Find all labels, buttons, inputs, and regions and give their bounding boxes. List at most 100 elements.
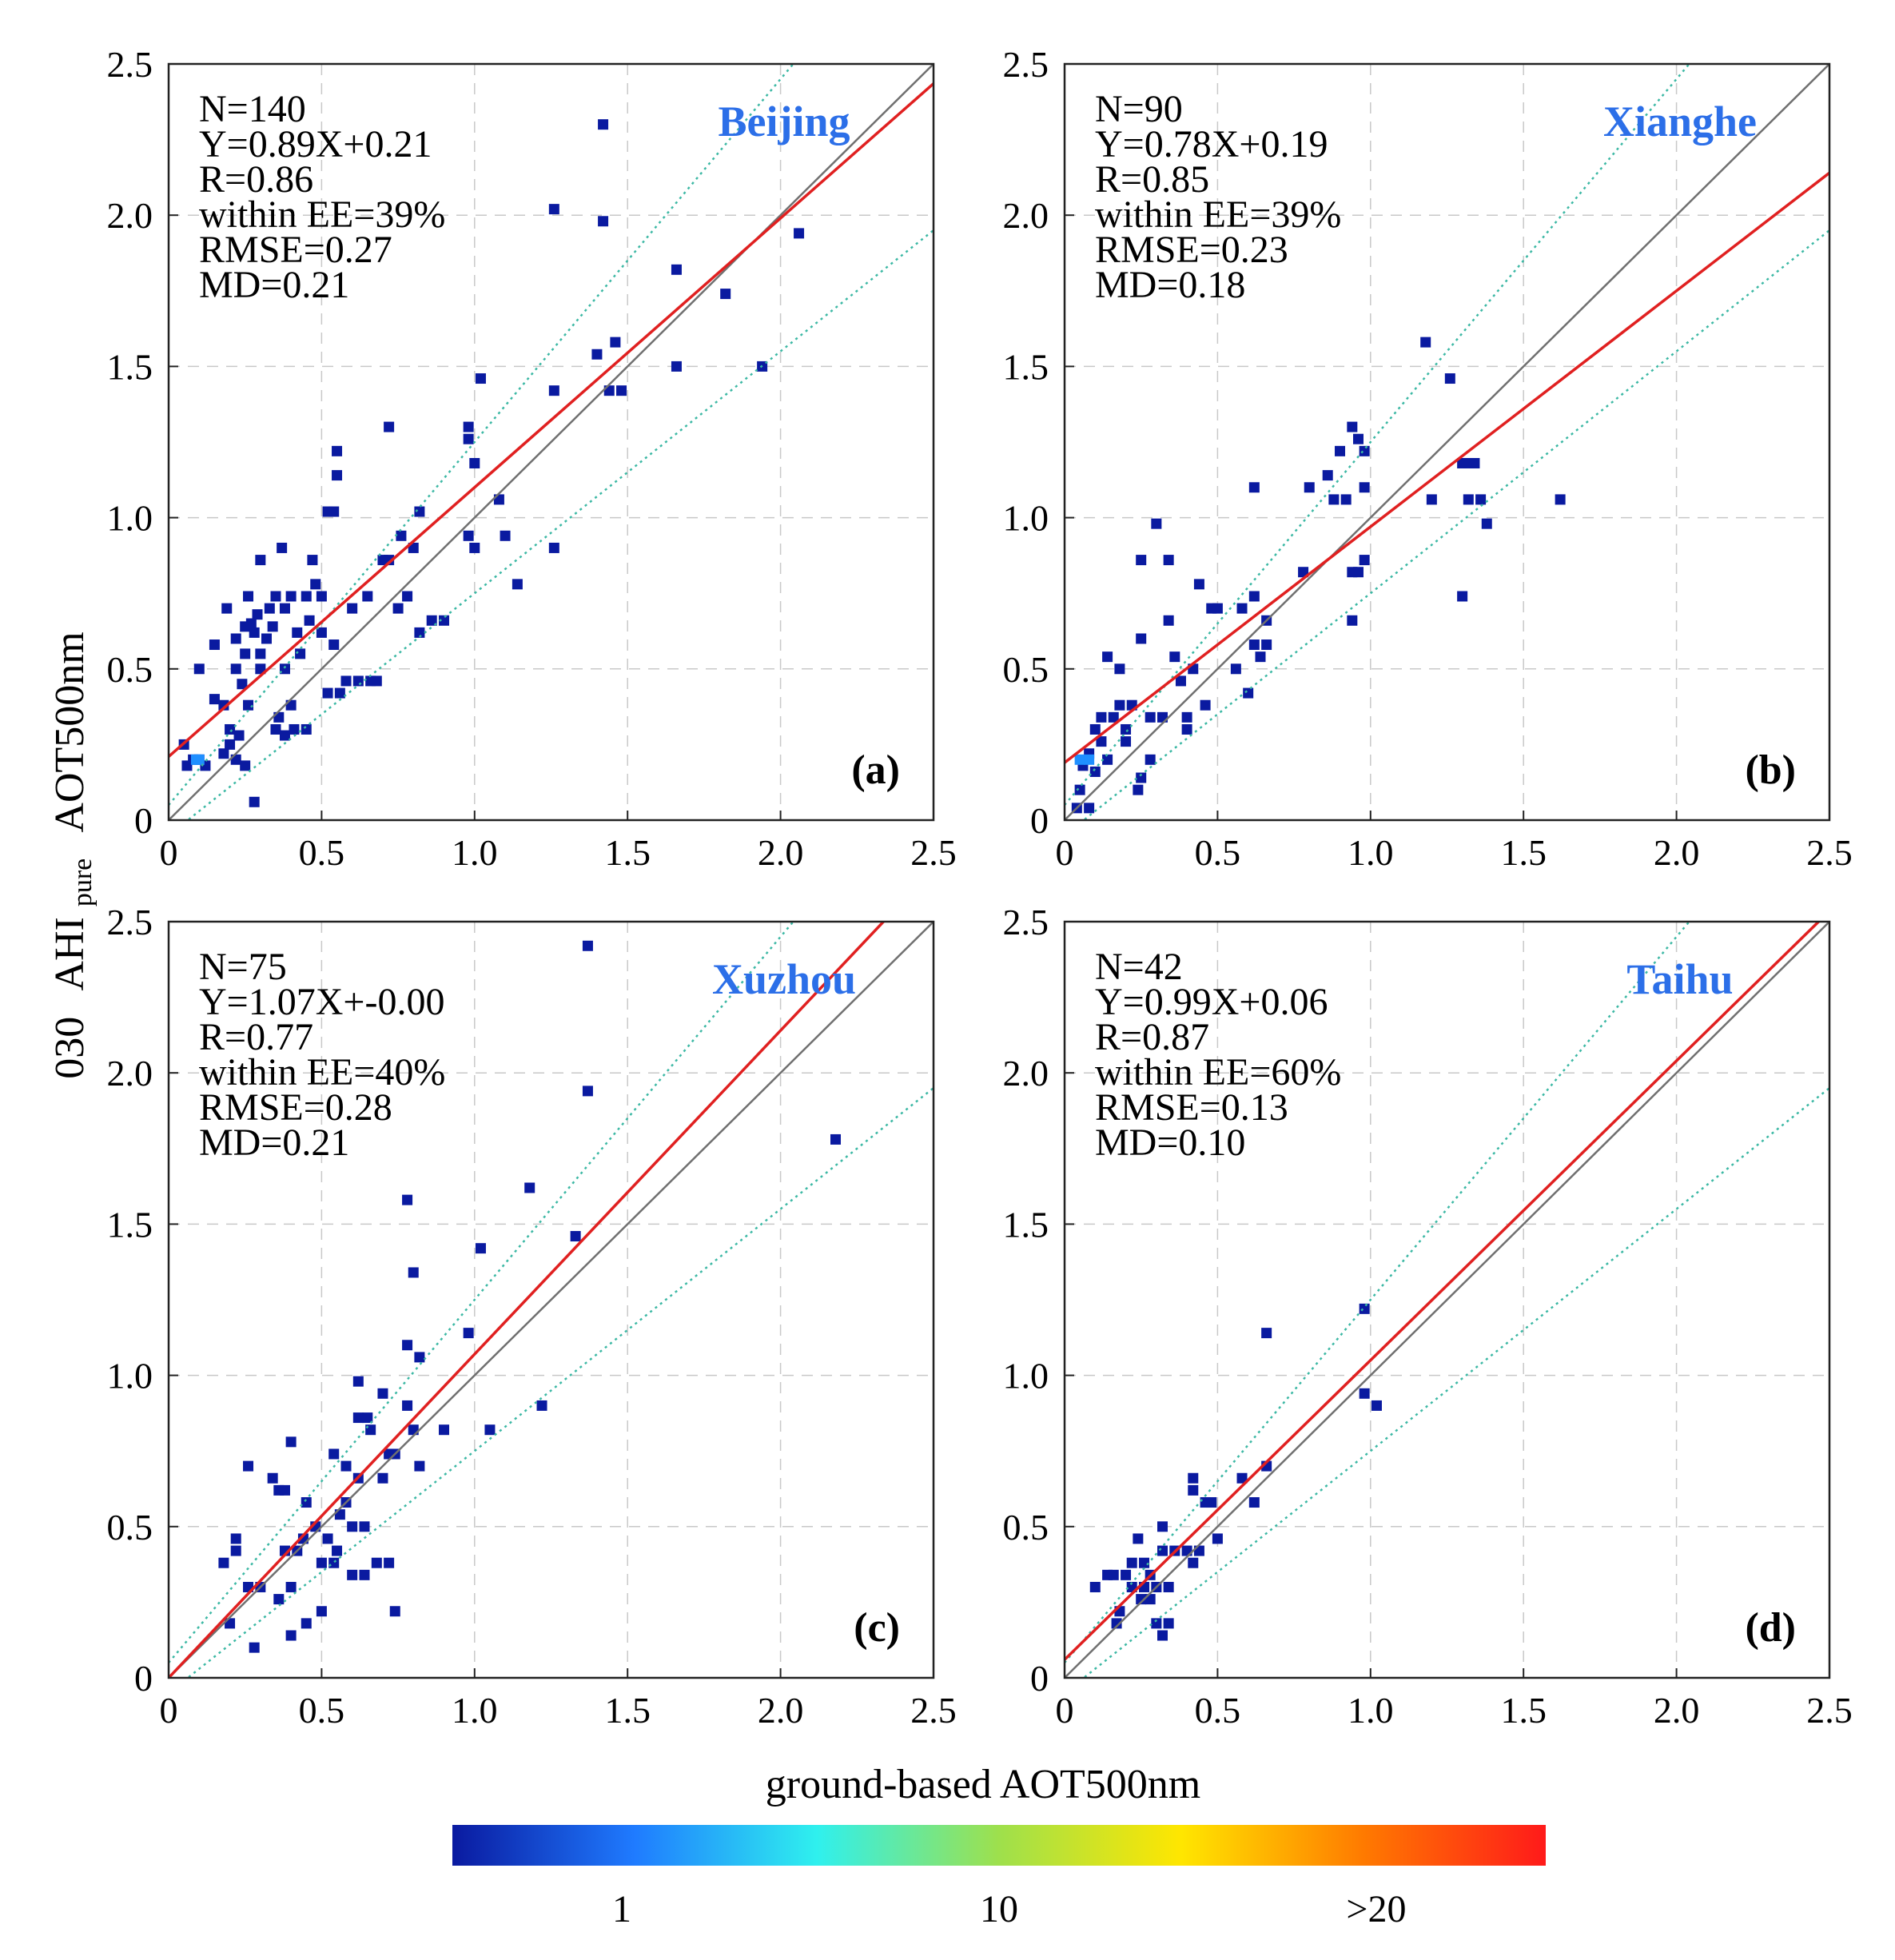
stat-line: Y=0.89X+0.21 [199, 123, 432, 165]
data-point [1188, 1484, 1199, 1496]
data-point [1335, 445, 1346, 456]
data-point [261, 633, 272, 644]
data-point [414, 506, 425, 517]
y-tick-label: 2.5 [107, 44, 153, 85]
data-point [402, 1194, 413, 1205]
data-point [352, 1412, 364, 1424]
data-point [426, 615, 437, 626]
data-point [1126, 1557, 1137, 1568]
x-tick-label: 0.5 [1195, 832, 1241, 873]
data-point [221, 603, 233, 614]
data-point [1163, 1581, 1174, 1592]
data-point [1463, 494, 1474, 505]
y-axis-label: 030 AHI pure AOT500nm [47, 631, 101, 1078]
data-point [463, 530, 474, 541]
y-tick-label: 0.5 [1003, 1507, 1049, 1548]
data-point [193, 663, 205, 675]
data-point [371, 675, 382, 687]
data-point [1145, 711, 1156, 723]
y-tick-label: 0 [134, 1658, 153, 1699]
data-point [1230, 663, 1241, 675]
data-point [352, 675, 364, 687]
data-point [301, 591, 312, 602]
data-point [279, 1484, 290, 1496]
data-point [1426, 494, 1437, 505]
x-tick-label: 2.5 [910, 832, 957, 873]
data-point [237, 679, 248, 690]
x-tick-label: 1.5 [604, 832, 651, 873]
data-point [1114, 699, 1125, 711]
data-point [1175, 675, 1186, 687]
stat-line: MD=0.10 [1095, 1121, 1245, 1164]
data-point [1212, 603, 1223, 614]
data-point [1089, 723, 1101, 735]
data-point [243, 591, 254, 602]
data-point [582, 1086, 593, 1097]
data-point [591, 349, 603, 360]
data-point [1139, 1557, 1150, 1568]
data-point [794, 228, 805, 239]
y-tick-label: 1.5 [1003, 346, 1049, 387]
colorbar-gradient [452, 1825, 1546, 1866]
data-point [1108, 1569, 1119, 1580]
data-point [582, 940, 593, 951]
stat-line: N=42 [1095, 946, 1183, 988]
ee-lower-line [185, 1087, 934, 1678]
data-point [1089, 766, 1101, 777]
data-point [340, 1460, 352, 1472]
data-point [1089, 1581, 1101, 1592]
data-point [316, 627, 327, 638]
stat-line: MD=0.21 [199, 264, 349, 306]
panel-a: 0 0.5 1.0 1.5 2.0 2.5 0 0.5 1.0 1.5 2.0 2.5 N=140Y=0… [107, 44, 957, 873]
data-point [340, 675, 352, 687]
data-point [1136, 772, 1147, 783]
data-point [1136, 1594, 1147, 1605]
data-point [292, 627, 303, 638]
data-point-dense [1084, 754, 1095, 765]
data-point [328, 1448, 340, 1460]
data-point [371, 1557, 382, 1568]
data-point [1136, 633, 1147, 644]
data-point [1163, 1618, 1174, 1629]
data-point [671, 361, 682, 372]
one-to-one-line [169, 922, 934, 1678]
stat-line: within EE=40% [199, 1051, 445, 1094]
data-point [1322, 470, 1333, 481]
x-tick-label: 0.5 [299, 1690, 345, 1731]
data-point [1074, 784, 1085, 795]
data-point [1114, 663, 1125, 675]
data-point [233, 730, 245, 741]
plot-frame [1063, 62, 1831, 822]
regression-line [1065, 171, 1829, 764]
data-point [463, 433, 474, 444]
stat-line: N=75 [199, 946, 287, 988]
data-point [384, 555, 395, 566]
data-point [332, 445, 343, 456]
x-tick-label: 2.5 [1806, 832, 1853, 873]
y-tick-label: 1.5 [107, 1204, 153, 1245]
data-point [1108, 711, 1119, 723]
data-point [570, 1231, 581, 1242]
y-tick-label: 0 [1030, 800, 1049, 841]
data-point [255, 663, 266, 675]
data-point [316, 1606, 327, 1617]
data-point [1261, 1328, 1272, 1339]
data-point [548, 204, 559, 215]
x-tick-label: 1.0 [1348, 1690, 1394, 1731]
data-point [285, 591, 297, 602]
data-point [402, 591, 413, 602]
data-point [249, 1642, 260, 1653]
one-to-one-line [169, 64, 934, 820]
data-point [285, 1630, 297, 1641]
data-point [1133, 784, 1144, 795]
x-tick-label: 1.0 [452, 832, 498, 873]
data-point [392, 603, 404, 614]
data-point [279, 663, 290, 675]
data-point [1163, 555, 1174, 566]
colorbar-tick-label: >20 [1346, 1888, 1406, 1930]
data-point [225, 723, 236, 735]
data-point [377, 1472, 388, 1484]
data-point [1475, 494, 1487, 505]
data-point [598, 216, 609, 227]
y-tick-label: 2.5 [107, 902, 153, 942]
